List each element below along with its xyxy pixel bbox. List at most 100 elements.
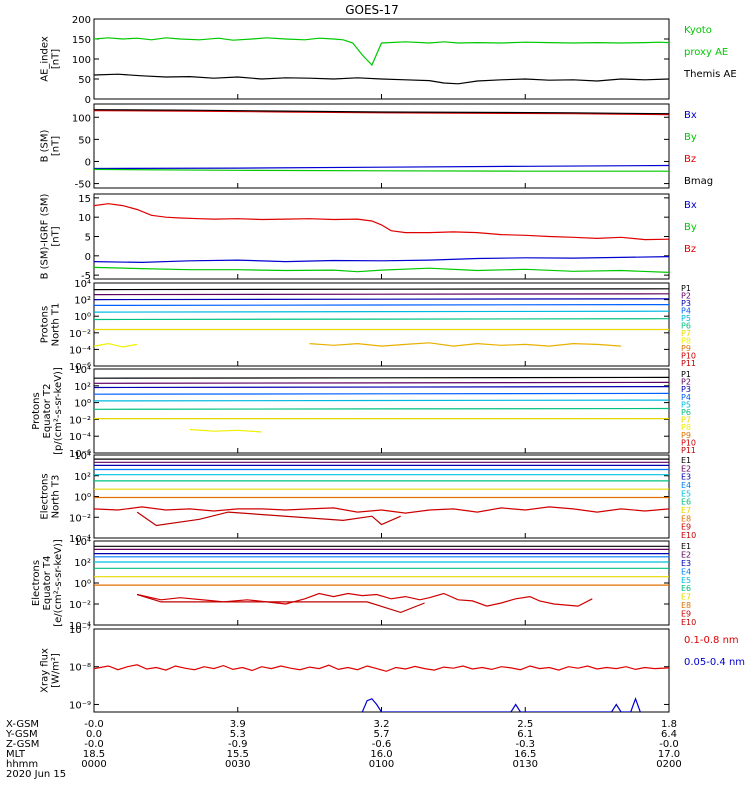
panel-frame [93,368,670,454]
x-axis-annotation: X-GSM -0.0 3.9 3.2 2.5 1.8 Y-GSM 0.0 5.3 5.7 6.1 6.… [5,719,682,780]
panel-p2: 10⁻⁶ 10⁻⁴ 10⁻² 10⁰ 10² 10⁴ Protons Equator T2 [p… [31,365,696,460]
y-tick-label: 5 [85,233,91,244]
x-axis-row-value: -0.0 [659,739,679,750]
series-kyoto-proxy-ae [94,37,669,67]
legend-entry: Bz [684,244,696,255]
y-tick-label: 10⁻⁸ [69,663,91,674]
y-axis-label: Protons [40,306,51,343]
x-axis-row-value: 15.5 [227,749,249,760]
series-group [94,664,669,712]
legend-entry: E4 [681,567,691,576]
series-themis-ae [94,73,669,85]
y-tick-label: 0 [85,95,91,106]
series-e9 [136,592,593,607]
series-e10 [136,593,425,614]
x-axis-row-value: -0.3 [515,739,535,750]
series-group [94,203,669,273]
y-axis-label: [W/m²] [51,653,62,688]
x-axis-row-value: 17.0 [658,749,680,760]
series-p6 [94,318,669,321]
series-p1 [94,288,669,291]
x-axis-row-value: 0100 [369,759,394,770]
legend-entry: E5 [681,489,691,498]
series-p8 [94,342,138,348]
series-group [94,37,669,85]
x-axis-row-value: -0.0 [84,739,104,750]
legend-entry: P7 [681,329,691,338]
y-axis-label: Electrons [31,560,42,606]
legend-entry: By [684,132,697,143]
y-tick-label: 0 [85,252,91,263]
series-p3 [94,386,669,389]
y-tick-label: 10⁰ [74,579,91,590]
legend-entry: E8 [681,601,691,610]
legend-entry: Kyoto [684,25,712,36]
y-axis-label: Equator T4 [42,556,53,611]
x-axis-row-value: -0.6 [372,739,392,750]
x-axis-row-label: Y-GSM [5,729,38,740]
x-axis-row-value: 2.5 [517,719,533,730]
y-tick-label: 10⁴ [74,451,91,462]
panel-frame [93,454,670,539]
y-axis-label: North T3 [51,475,62,519]
legend-entry: E3 [681,559,691,568]
y-tick-label: 10⁻⁷ [69,625,91,636]
legend-entry: P8 [681,423,691,432]
y-tick-label: 10⁻⁴ [69,345,91,356]
y-tick-label: 10⁻⁶ [69,449,91,460]
legend-entry: E6 [681,498,691,507]
x-axis-row-value: 0000 [81,759,106,770]
legend-entry: Themis AE [683,69,737,80]
y-tick-label: 10⁻² [69,600,91,611]
series-p2 [94,381,669,384]
series-by [94,168,669,172]
legend-entry: E4 [681,481,691,490]
y-tick-label: 10² [74,472,91,483]
y-tick-label: 10⁰ [74,399,91,410]
y-tick-label: 10⁴ [74,537,91,548]
panel-bsm: -50 0 50 100 B (SM) [nT] Bx By Bz Bmag [40,103,713,191]
y-axis-label: B (SM)-IGRF (SM) [40,194,51,280]
x-axis-row-label: MLT [6,749,26,760]
series-p4 [94,392,669,395]
series-by [94,266,669,273]
legend-entry: E7 [681,593,691,602]
y-tick-label: 10⁻⁴ [69,534,91,545]
y-tick-label: 10 [78,213,91,224]
panel-xray: 10⁻⁹ 10⁻⁸ 10⁻⁷ Xray flux [W/m²] 0.1-0.8 nm 0.0… [40,625,745,713]
series-bx [94,164,669,170]
panel-frame [93,193,670,280]
legend-entry: By [684,222,697,233]
series-bz [94,110,669,116]
legend-entry: P4 [681,393,691,402]
y-tick-label: -50 [75,180,91,191]
series-p6 [94,407,669,410]
x-axis-row-value: 6.1 [517,729,533,740]
y-axis-label: B (SM) [40,129,51,162]
legend-entry: E2 [681,464,691,473]
series-0-1-0-8-nm [94,664,669,672]
legend-entry: P11 [681,446,696,455]
y-axis-label: [nT] [51,136,62,156]
panel-frame [93,18,670,100]
y-tick-label: 10⁻² [69,513,91,524]
y-tick-label: 10² [74,558,91,569]
series-p3 [94,298,669,301]
legend-entry: P11 [681,359,696,368]
x-axis-row-value: 5.3 [230,729,246,740]
y-tick-label: 50 [78,75,91,86]
x-axis-row-value: 16.0 [370,749,392,760]
y-tick-label: 10² [74,296,91,307]
legend-entry: E3 [681,473,691,482]
panel-ae: 0 50 100 150 200 AE_index [nT] Kyoto proxy AE The… [40,15,737,106]
series-group [94,545,669,614]
panel-bigrf: -5 0 5 10 15 B (SM)-IGRF (SM) [nT] Bx By Bz [40,193,697,282]
legend-entry: P2 [681,378,691,387]
legend-entry: E2 [681,550,691,559]
legend-entry: Bx [684,200,697,211]
y-tick-label: 10⁰ [74,493,91,504]
series-p4 [94,304,669,306]
